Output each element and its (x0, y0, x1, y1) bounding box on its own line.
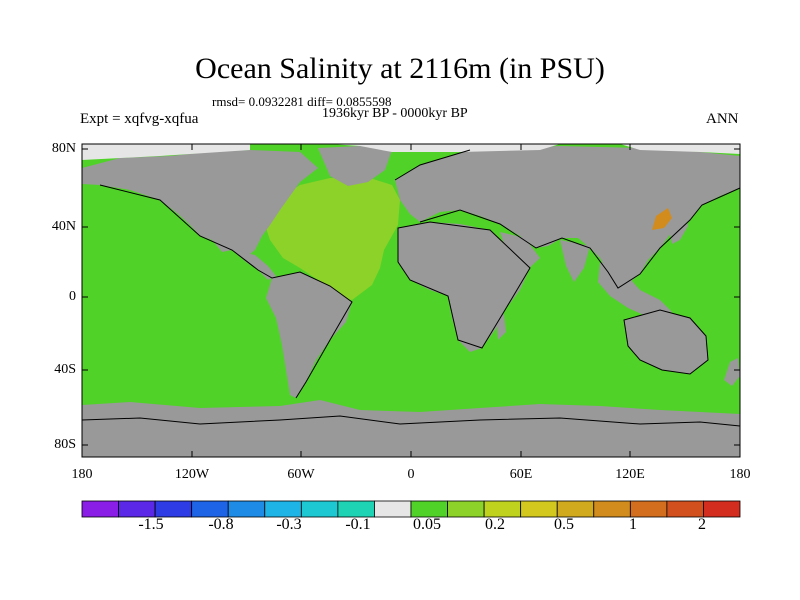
lon-label-0: 0 (407, 467, 415, 482)
colorbar-label: 0.05 (413, 516, 441, 533)
axis-ticks (81, 144, 741, 457)
colorbar-swatch (374, 500, 412, 518)
lon-label-180w: 180 (71, 467, 93, 482)
colorbar-swatch (337, 500, 375, 518)
colorbar-label: -0.8 (208, 516, 234, 533)
coastline-africa (397, 221, 531, 349)
lon-label-60e: 60E (509, 467, 533, 482)
coastline-antarctica (81, 415, 741, 427)
lat-label-80n: 80N (51, 141, 76, 156)
india (560, 240, 590, 282)
lon-label-120e: 120E (615, 467, 645, 482)
atlantic-anomaly-region (264, 178, 400, 300)
lat-label-80s: 80S (54, 437, 76, 452)
central-america (232, 250, 276, 280)
new-zealand (724, 358, 740, 386)
arctic-ice-central (330, 144, 560, 152)
south-america (266, 272, 352, 398)
lat-label-40n: 40N (51, 219, 76, 234)
antarctica (82, 400, 740, 457)
colorbar-swatch (666, 500, 704, 518)
colorbar-swatch (629, 500, 668, 518)
arctic-ice (82, 144, 740, 160)
lon-label-180e: 180 (729, 467, 751, 482)
colorbar-label: 2 (698, 516, 706, 533)
colorbar-swatch (703, 500, 741, 518)
map-title: Ocean Salinity at 2116m (in PSU) (195, 52, 605, 85)
colorbar-swatch (191, 500, 229, 518)
colorbar-swatch (154, 500, 193, 518)
colorbar-swatch (483, 500, 522, 518)
coastline-australia (623, 309, 709, 375)
colorbar-label: -1.5 (138, 516, 164, 533)
arctic-ice-west (82, 144, 250, 160)
lat-label-0: 0 (69, 289, 76, 304)
colorbar-label: -0.1 (345, 516, 371, 533)
colorbar-swatch (447, 500, 485, 518)
stats-line: rmsd= 0.0932281 diff= 0.0855598 (212, 94, 392, 109)
land-masses (82, 146, 740, 457)
coastlines (81, 149, 741, 427)
map-plot (81, 143, 741, 458)
colorbar-label: 1 (629, 516, 637, 533)
lon-label-120w: 120W (174, 467, 210, 482)
colorbar-swatch (227, 500, 266, 518)
arctic-ice-east (620, 144, 740, 154)
colorbar-swatch (410, 500, 448, 518)
period-label: 1936kyr BP - 0000kyr BP (322, 106, 468, 121)
colorbar-swatch (300, 500, 339, 518)
japan-sea-anomaly (652, 208, 672, 230)
lat-label-40s: 40S (54, 362, 76, 377)
arabia (500, 232, 540, 272)
greenland (318, 146, 392, 186)
eurasia (395, 146, 740, 288)
colorbar-swatch (556, 500, 595, 518)
colorbar-swatch (118, 500, 156, 518)
colorbar-label: 0.5 (554, 516, 574, 533)
colorbar-label: 0.2 (485, 516, 505, 533)
colorbar (81, 500, 741, 518)
season-label: ANN (706, 111, 739, 127)
maritime-continent (598, 262, 672, 318)
colorbar-swatch (264, 500, 302, 518)
north-america (82, 150, 318, 258)
colorbar-label: -0.3 (276, 516, 302, 533)
colorbar-swatch (593, 500, 631, 518)
colorbar-swatch (520, 500, 558, 518)
colorbar-swatch (81, 500, 119, 518)
coastline-eurasia (394, 149, 741, 289)
coastline-americas (99, 184, 353, 399)
australia (624, 310, 708, 374)
experiment-label: Expt = xqfvg-xqfua (80, 111, 199, 127)
lon-label-60w: 60W (287, 467, 315, 482)
